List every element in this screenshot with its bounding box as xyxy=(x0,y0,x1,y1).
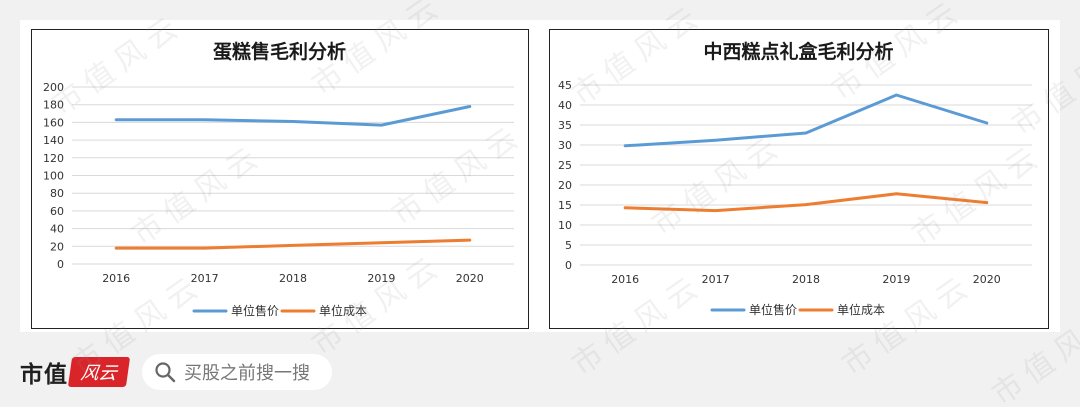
y-tick-label: 0 xyxy=(57,258,64,271)
y-tick-label: 20 xyxy=(50,240,64,253)
chart-title: 中西糕点礼盒毛利分析 xyxy=(703,40,893,63)
footer-bar: 市值 风云风云 买股之前搜一搜 xyxy=(20,350,332,394)
y-tick-label: 5 xyxy=(565,239,572,252)
y-tick-label: 180 xyxy=(43,99,64,112)
y-tick-label: 120 xyxy=(43,152,64,165)
x-tick-label: 2017 xyxy=(702,273,730,286)
search-placeholder: 买股之前搜一搜 xyxy=(184,363,310,384)
x-tick-label: 2018 xyxy=(792,273,820,286)
legend-label: 单位成本 xyxy=(837,302,885,317)
y-tick-label: 100 xyxy=(43,170,64,183)
legend-label: 单位售价 xyxy=(749,302,797,317)
search-box[interactable]: 买股之前搜一搜 xyxy=(142,354,332,390)
x-tick-label: 2020 xyxy=(456,272,484,285)
search-icon xyxy=(155,362,176,383)
y-tick-label: 80 xyxy=(50,187,64,200)
x-tick-label: 2019 xyxy=(882,273,910,286)
chart-panel-cake: 蛋糕售毛利分析 0 20 40 60 80 100 120 140 160 180 200 2016 20… xyxy=(31,29,529,329)
chart-cake-gross-margin: 蛋糕售毛利分析 0 20 40 60 80 100 120 140 160 180 200 2016 20… xyxy=(43,40,514,318)
x-tick-label: 2018 xyxy=(279,272,307,285)
y-tick-label: 20 xyxy=(558,179,572,192)
x-tick-label: 2017 xyxy=(191,272,219,285)
y-tick-label: 140 xyxy=(43,134,64,147)
chart-panel-giftbox: 中西糕点礼盒毛利分析 0 5 10 15 20 25 30 35 40 45 2016 2017 2018… xyxy=(549,29,1049,329)
series-line-1 xyxy=(114,238,472,250)
y-tick-label: 60 xyxy=(50,205,64,218)
y-tick-label: 160 xyxy=(43,116,64,129)
brand-logo[interactable]: 市值 风云风云 xyxy=(20,355,131,389)
x-tick-label: 2019 xyxy=(367,272,395,285)
chart-giftbox-gross-margin: 中西糕点礼盒毛利分析 0 5 10 15 20 25 30 35 40 45 2016 2017 2018… xyxy=(558,40,1032,317)
y-tick-label: 40 xyxy=(558,99,572,112)
legend-label: 单位售价 xyxy=(231,303,279,318)
y-tick-label: 25 xyxy=(558,159,572,172)
y-tick-label: 0 xyxy=(565,259,572,272)
legend-label: 单位成本 xyxy=(319,303,367,318)
y-tick-label: 15 xyxy=(558,199,572,212)
x-tick-label: 2016 xyxy=(611,273,639,286)
y-tick-label: 35 xyxy=(558,119,572,132)
series-line-1 xyxy=(623,192,989,213)
y-tick-label: 45 xyxy=(558,79,572,92)
series-line-0 xyxy=(623,93,989,148)
x-tick-label: 2016 xyxy=(102,272,130,285)
y-tick-label: 10 xyxy=(558,219,572,232)
y-tick-label: 200 xyxy=(43,81,64,94)
brand-name: 市值 xyxy=(20,362,68,388)
brand-seal-logo: 风云风云 xyxy=(67,357,131,387)
y-tick-label: 30 xyxy=(558,139,572,152)
x-tick-label: 2020 xyxy=(973,273,1001,286)
y-tick-label: 40 xyxy=(50,223,64,236)
chart-title: 蛋糕售毛利分析 xyxy=(213,40,346,63)
